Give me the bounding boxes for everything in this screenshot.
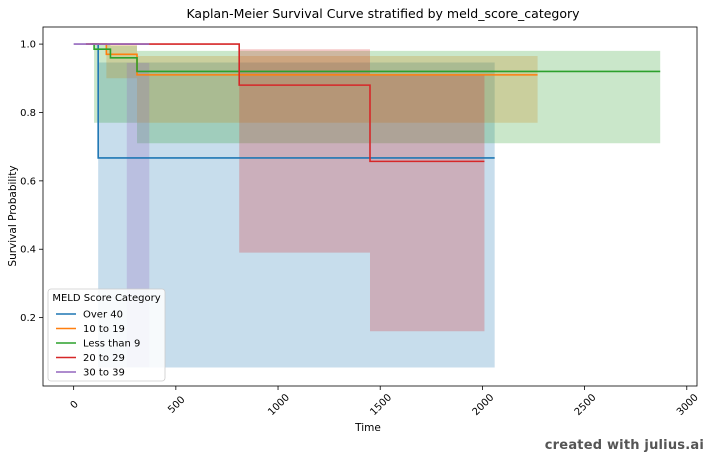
legend-entry: Less than 9 — [83, 339, 140, 350]
ci-band-2 — [92, 44, 661, 144]
legend-title: MELD Score Category — [52, 293, 160, 304]
x-tick-label: 3000 — [675, 392, 701, 418]
ci-band-4 — [73, 44, 150, 368]
x-axis-ticks: 0 500 1000 1500 2000 2500 3000 — [69, 386, 701, 418]
x-tick-label: 1500 — [368, 392, 394, 418]
y-tick-label: 1.0 — [20, 40, 36, 51]
survival-line-2 — [92, 43, 661, 73]
plot-frame — [42, 26, 698, 387]
y-axis-label: Survival Probability — [7, 165, 19, 266]
legend-box — [47, 288, 166, 382]
julius-watermark: created with julius.ai — [544, 438, 704, 453]
x-tick-label: 2000 — [471, 392, 497, 418]
legend: MELD Score Category Over 40 10 to 19 Less t… — [47, 288, 166, 382]
ci-band-3 — [85, 44, 485, 332]
legend-entry: Over 40 — [83, 310, 123, 321]
survival-lines — [73, 43, 661, 163]
x-axis-label: Time — [354, 422, 381, 434]
ci-band-1 — [85, 44, 538, 123]
legend-entry: 10 to 19 — [83, 324, 125, 335]
ci-band-0 — [90, 44, 495, 368]
x-tick-label: 0 — [69, 399, 81, 411]
y-tick-label: 0.8 — [20, 108, 36, 119]
y-tick-label: 0.6 — [20, 176, 36, 187]
x-tick-label: 2500 — [573, 392, 599, 418]
legend-entry: 30 to 39 — [83, 368, 125, 379]
x-tick-label: 1000 — [266, 392, 292, 418]
y-tick-label: 0.4 — [20, 245, 36, 256]
survival-line-3 — [85, 43, 485, 163]
ci-bands — [73, 44, 661, 368]
y-tick-label: 0.2 — [20, 313, 36, 324]
x-tick-label: 500 — [166, 394, 187, 415]
legend-entry: 20 to 29 — [83, 353, 125, 364]
chart-title: Kaplan-Meier Survival Curve stratified b… — [186, 6, 580, 21]
y-axis-ticks: 0.2 0.4 0.6 0.8 1.0 — [20, 40, 43, 324]
